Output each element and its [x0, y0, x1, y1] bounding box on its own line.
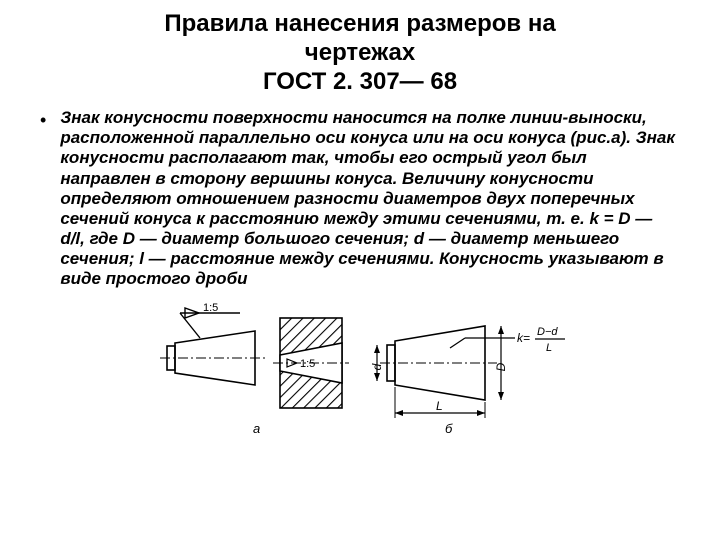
figure-container: 1:5 1:5 а	[40, 283, 680, 448]
body-row: • Знак конусности поверхности наносится …	[40, 108, 680, 288]
fig-a-section: 1:5	[273, 318, 349, 408]
label-ratio-top: 1:5	[203, 302, 218, 314]
label-L: L	[436, 399, 443, 413]
fig-a-left-cone: 1:5	[160, 302, 265, 385]
page-title: Правила нанесения размеров на чертежах Г…	[40, 10, 680, 96]
label-k-num: D−d	[537, 326, 558, 338]
label-ratio-mid: 1:5	[300, 358, 315, 370]
label-k-eq: k=	[517, 331, 530, 345]
label-d: d	[370, 363, 384, 370]
label-D: D	[494, 362, 508, 371]
label-a: а	[253, 421, 260, 436]
title-line-2: чертежах	[40, 39, 680, 68]
label-b: б	[445, 421, 453, 436]
taper-diagram: 1:5 1:5 а	[145, 283, 575, 443]
fig-b-cone: L d D k= D−d L	[370, 326, 565, 418]
bullet-marker: •	[40, 110, 46, 131]
main-paragraph: Знак конусности поверхности наносится на…	[60, 108, 680, 288]
label-k-den: L	[546, 342, 552, 354]
title-line-3: ГОСТ 2. 307— 68	[40, 68, 680, 97]
title-line-1: Правила нанесения размеров на	[40, 10, 680, 39]
